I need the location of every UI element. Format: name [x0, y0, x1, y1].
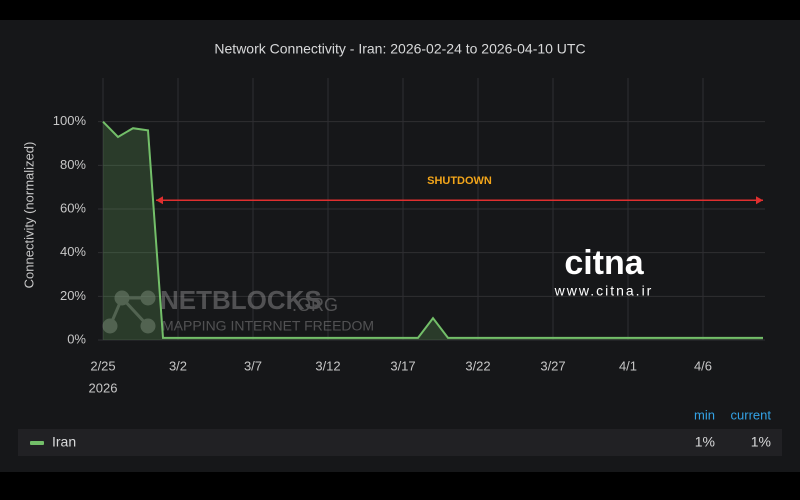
legend-value: 1%	[695, 434, 715, 450]
legend-swatch	[30, 441, 44, 445]
citna-logo: citna	[564, 244, 644, 282]
arrow-head	[156, 196, 163, 205]
panel	[0, 20, 800, 472]
netblocks-text: NETBLOCKS	[160, 285, 322, 315]
y-tick-label: 60%	[60, 200, 86, 215]
x-tick-label: 3/22	[465, 358, 490, 373]
x-tick-label: 3/2	[169, 358, 187, 373]
y-tick-label: 40%	[60, 244, 86, 259]
legend-row	[18, 429, 782, 456]
chart-title: Network Connectivity - Iran: 2026-02-24 …	[214, 41, 585, 57]
x-tick-label: 4/1	[619, 358, 637, 373]
citna-url: www.citna.ir	[554, 283, 654, 299]
netblocks-tagline: MAPPING INTERNET FREEDOM	[162, 318, 374, 334]
netblocks-suffix: .ORG	[292, 295, 338, 315]
netblocks-watermark: NETBLOCKS .ORG MAPPING INTERNET FREEDOM	[102, 285, 374, 334]
arrow-head	[756, 196, 763, 205]
legend-header[interactable]: current	[731, 407, 772, 422]
x-tick-label: 2/25	[90, 358, 115, 373]
x-tick-label: 3/17	[390, 358, 415, 373]
legend-value: 1%	[751, 434, 771, 450]
y-tick-label: 20%	[60, 288, 86, 303]
legend-label[interactable]: Iran	[52, 434, 76, 450]
annotation-label: SHUTDOWN	[427, 175, 492, 187]
y-tick-label: 80%	[60, 157, 86, 172]
line	[102, 120, 763, 339]
x-tick-label: 4/6	[694, 358, 712, 373]
x-year-label: 2026	[89, 380, 118, 395]
legend-header[interactable]: min	[694, 407, 715, 422]
y-axis-label: Connectivity (normalized)	[21, 142, 36, 289]
grid	[98, 78, 765, 341]
x-tick-label: 3/7	[244, 358, 262, 373]
y-tick-label: 100%	[53, 113, 87, 128]
x-tick-label: 3/12	[315, 358, 340, 373]
y-tick-label: 0%	[67, 331, 86, 346]
x-tick-label: 3/27	[540, 358, 565, 373]
